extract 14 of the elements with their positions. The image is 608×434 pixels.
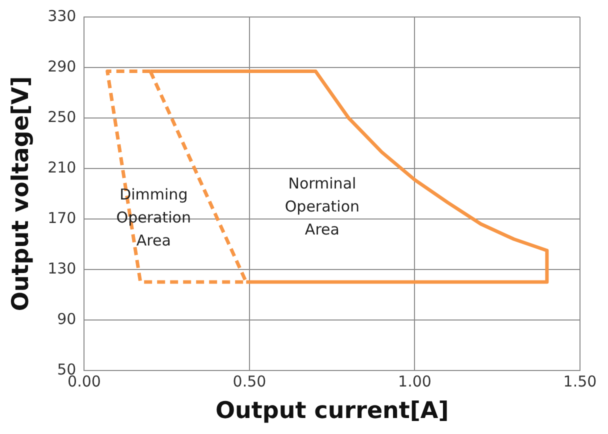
y-tick-label: 290 — [48, 57, 76, 76]
x-tick-label: 1.50 — [563, 372, 597, 390]
y-tick-label: 210 — [48, 158, 76, 176]
x-tick-label: 0.50 — [232, 372, 266, 390]
y-axis-title: Output voltage[V] — [8, 76, 34, 312]
x-axis-title: Output current[A] — [215, 398, 449, 424]
x-tick-label: 1.00 — [398, 372, 432, 390]
annotation: Norminal Operation Area — [284, 174, 360, 239]
y-tick-label: 90 — [57, 310, 76, 328]
y-tick-label: 130 — [48, 259, 76, 278]
y-tick-label: 330 — [48, 6, 76, 25]
annotation: Dimming Operation Area — [116, 185, 191, 250]
y-tick-label: 170 — [48, 208, 76, 227]
y-tick-label: 250 — [48, 108, 76, 126]
